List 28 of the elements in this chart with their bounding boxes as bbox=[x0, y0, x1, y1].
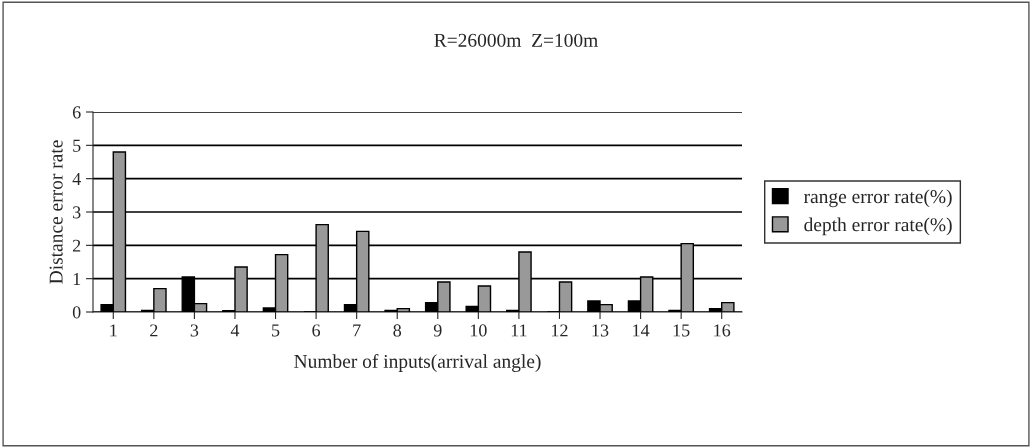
x-axis-title: Number of inputs(arrival angle) bbox=[294, 354, 541, 372]
x-tick-label: 16 bbox=[714, 324, 731, 337]
x-tick-label: 7 bbox=[353, 324, 361, 337]
x-tick-label: 3 bbox=[190, 324, 199, 337]
x-tick-label: 12 bbox=[552, 324, 568, 337]
y-tick-label: 3 bbox=[73, 206, 81, 219]
y-tick-label: 6 bbox=[72, 106, 81, 119]
y-tick-label: 4 bbox=[72, 173, 81, 185]
chart-title: R=26000m Z=100m bbox=[434, 33, 598, 47]
x-tick-label: 2 bbox=[150, 324, 158, 337]
x-tick-label: 15 bbox=[673, 324, 690, 337]
x-tick-label: 14 bbox=[633, 324, 650, 337]
x-tick-label: 4 bbox=[230, 324, 240, 337]
legend-label: range error rate(%) bbox=[803, 189, 952, 208]
y-tick-label: 1 bbox=[73, 273, 81, 285]
x-tick-label: 13 bbox=[592, 324, 609, 337]
y-tick-label: 0 bbox=[72, 306, 81, 319]
y-axis-title: Distance error rate bbox=[49, 140, 63, 284]
x-tick-label: 5 bbox=[272, 324, 280, 337]
x-tick-label: 6 bbox=[312, 324, 321, 337]
x-tick-label: 10 bbox=[470, 324, 487, 337]
x-tick-label: 11 bbox=[511, 324, 527, 337]
x-tick-label: 9 bbox=[433, 324, 442, 337]
legend-label: depth error rate(%) bbox=[804, 217, 952, 236]
x-tick-label: 1 bbox=[110, 324, 117, 337]
y-tick-label: 2 bbox=[72, 239, 81, 252]
x-tick-label: 8 bbox=[393, 324, 402, 337]
y-tick-label: 5 bbox=[73, 139, 81, 152]
